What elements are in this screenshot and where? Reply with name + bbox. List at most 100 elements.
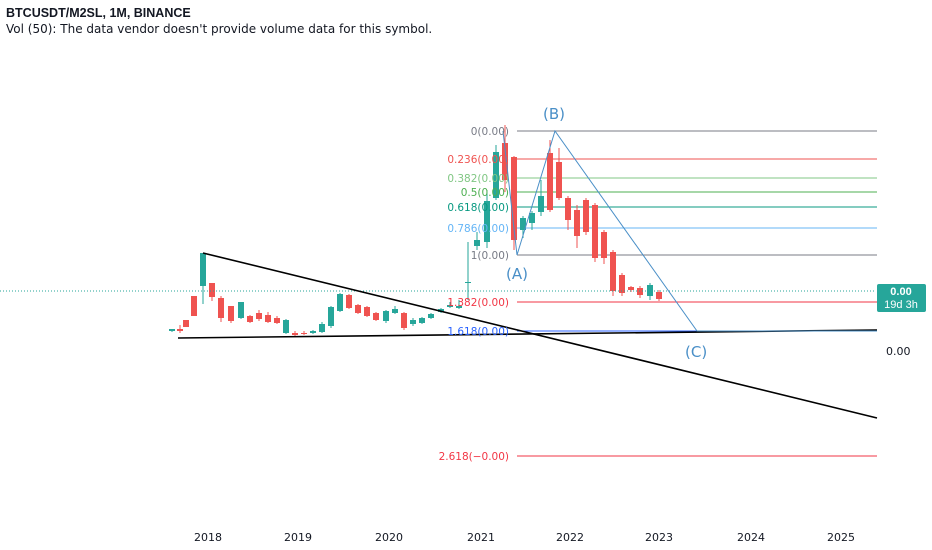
candles bbox=[169, 125, 662, 336]
candle-body bbox=[547, 153, 553, 210]
candle-body bbox=[529, 213, 535, 223]
fib-labels: 0(0.00) 0.236(0.00) 0.382(0.00) 0.5(0.00) 0.… bbox=[439, 126, 509, 463]
candle-body bbox=[228, 306, 234, 321]
candle-body bbox=[283, 320, 289, 333]
fib-label: 2.618(−0.00) bbox=[439, 451, 509, 463]
candle bbox=[337, 293, 343, 312]
candle-body bbox=[328, 307, 334, 326]
candle bbox=[493, 145, 499, 200]
candle bbox=[474, 232, 480, 250]
candle bbox=[601, 230, 607, 264]
drawings[interactable]: (A) (B) (C) bbox=[0, 105, 878, 419]
candle-body bbox=[274, 318, 280, 323]
candle-body bbox=[493, 152, 499, 198]
candle bbox=[283, 319, 289, 334]
candle bbox=[428, 313, 434, 319]
x-tick-label: 2018 bbox=[194, 531, 222, 544]
candle bbox=[556, 148, 562, 200]
candle-body bbox=[610, 252, 616, 291]
candle bbox=[610, 250, 616, 296]
fib-label: 1.382(0.00) bbox=[447, 297, 509, 309]
candle bbox=[209, 283, 215, 301]
x-tick-label: 2021 bbox=[467, 531, 495, 544]
candle bbox=[456, 300, 462, 309]
candle bbox=[511, 156, 517, 250]
candle bbox=[247, 315, 253, 323]
candle-body bbox=[556, 162, 562, 198]
x-tick-label: 2020 bbox=[375, 531, 403, 544]
candle-body bbox=[583, 200, 589, 232]
candle bbox=[228, 306, 234, 323]
candle bbox=[447, 302, 453, 308]
x-tick-label: 2025 bbox=[827, 531, 855, 544]
candle-body bbox=[419, 318, 425, 323]
candle bbox=[191, 296, 197, 316]
candle-body bbox=[183, 320, 189, 327]
candle-body bbox=[465, 282, 471, 283]
candle-body bbox=[392, 309, 398, 313]
candle-body bbox=[628, 287, 634, 290]
candle bbox=[328, 306, 334, 328]
candle bbox=[355, 304, 361, 314]
candle-body bbox=[511, 157, 517, 240]
candle bbox=[484, 190, 490, 248]
candle bbox=[383, 310, 389, 323]
candle-body bbox=[355, 305, 361, 313]
candle bbox=[200, 253, 206, 304]
fib-label: 0.618(0.00) bbox=[447, 202, 509, 214]
candle bbox=[410, 318, 416, 326]
candle bbox=[169, 329, 175, 332]
candle bbox=[346, 294, 352, 309]
candle-body bbox=[647, 285, 653, 296]
candle-body bbox=[656, 292, 662, 299]
candle bbox=[628, 286, 634, 292]
candle bbox=[465, 242, 471, 300]
candle-body bbox=[428, 314, 434, 318]
candle bbox=[656, 290, 662, 301]
wave-c-label: (C) bbox=[685, 343, 707, 361]
price-tag-value: 0.00 bbox=[890, 286, 911, 298]
candle-body bbox=[200, 253, 206, 286]
candle bbox=[574, 205, 580, 248]
price-tag-box bbox=[877, 284, 926, 312]
candle bbox=[637, 286, 643, 298]
candle-body bbox=[383, 311, 389, 321]
candle-body bbox=[310, 331, 316, 333]
candle-body bbox=[410, 320, 416, 324]
candle bbox=[218, 296, 224, 322]
candle bbox=[565, 196, 571, 230]
candle-body bbox=[637, 288, 643, 295]
price-tag[interactable]: 0.00 19d 3h bbox=[877, 284, 926, 312]
fib-label: 0(0.00) bbox=[471, 126, 509, 138]
candle-body bbox=[447, 305, 453, 307]
candle-body bbox=[619, 275, 625, 293]
fib-label: 0.786(0.00) bbox=[447, 223, 509, 235]
candle-body bbox=[191, 296, 197, 316]
symbol-title[interactable]: BTCUSDT/M2SL, 1M, BINANCE bbox=[6, 6, 191, 20]
candle-body bbox=[177, 329, 183, 331]
candle bbox=[292, 331, 298, 336]
candle bbox=[647, 283, 653, 300]
fib-label: 1(0.00) bbox=[471, 250, 509, 262]
candle-body bbox=[292, 333, 298, 335]
wave-b-label: (B) bbox=[543, 105, 565, 123]
candle-body bbox=[574, 210, 580, 236]
fib-label: 0.5(0.00) bbox=[461, 187, 509, 199]
candle bbox=[256, 310, 262, 321]
candle-body bbox=[218, 298, 224, 318]
fib-retracement[interactable] bbox=[517, 130, 877, 457]
candle-body bbox=[319, 324, 325, 332]
candle bbox=[364, 306, 370, 317]
candle bbox=[274, 316, 280, 324]
candle-body bbox=[169, 329, 175, 331]
candle bbox=[502, 125, 508, 192]
candle-body bbox=[346, 295, 352, 308]
candle-body bbox=[373, 313, 379, 320]
candle bbox=[177, 325, 183, 333]
candle-body bbox=[256, 313, 262, 319]
candle-body bbox=[474, 240, 480, 246]
candle bbox=[301, 331, 307, 335]
candle bbox=[392, 306, 398, 314]
candle bbox=[265, 312, 271, 323]
